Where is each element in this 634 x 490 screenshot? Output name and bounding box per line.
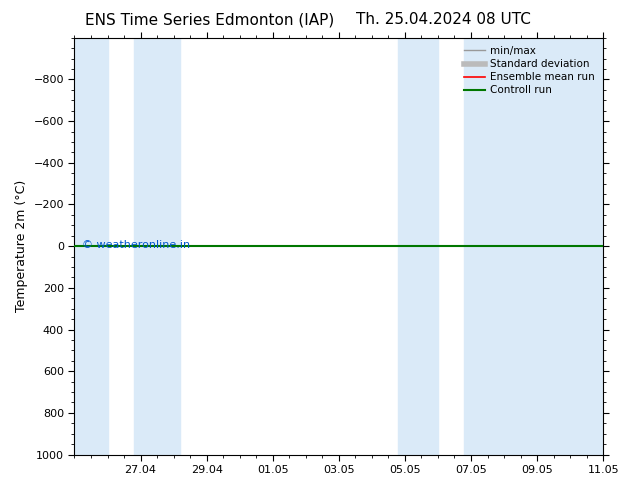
Text: © weatheronline.in: © weatheronline.in bbox=[82, 240, 191, 250]
Bar bbox=[464, 38, 603, 455]
Text: Th. 25.04.2024 08 UTC: Th. 25.04.2024 08 UTC bbox=[356, 12, 531, 27]
Bar bbox=[74, 38, 108, 455]
Bar bbox=[134, 38, 180, 455]
Y-axis label: Temperature 2m (°C): Temperature 2m (°C) bbox=[15, 180, 28, 312]
Legend: min/max, Standard deviation, Ensemble mean run, Controll run: min/max, Standard deviation, Ensemble me… bbox=[461, 43, 598, 98]
Bar bbox=[398, 38, 438, 455]
Text: ENS Time Series Edmonton (IAP): ENS Time Series Edmonton (IAP) bbox=[84, 12, 334, 27]
